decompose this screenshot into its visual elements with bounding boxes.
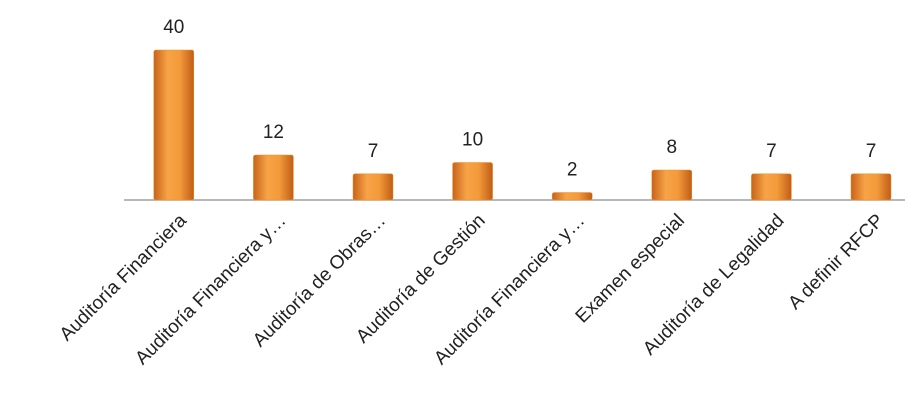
value-label: 7 — [866, 141, 877, 162]
value-label: 2 — [567, 160, 578, 181]
x-tick-label: A definir RFCP — [784, 210, 888, 314]
bar — [850, 173, 892, 201]
value-label: 7 — [368, 141, 379, 162]
bar — [751, 173, 792, 201]
value-label: 10 — [462, 130, 483, 151]
value-label: 12 — [263, 122, 284, 143]
value-label: 7 — [766, 141, 777, 162]
value-label: 40 — [163, 17, 184, 38]
value-label: 8 — [667, 137, 678, 158]
bar — [352, 173, 394, 201]
bar — [253, 154, 294, 201]
bar — [551, 192, 593, 201]
bar — [452, 162, 493, 201]
bar — [153, 49, 195, 201]
bar — [651, 169, 693, 201]
x-tick-label: Examen especial — [572, 210, 689, 327]
